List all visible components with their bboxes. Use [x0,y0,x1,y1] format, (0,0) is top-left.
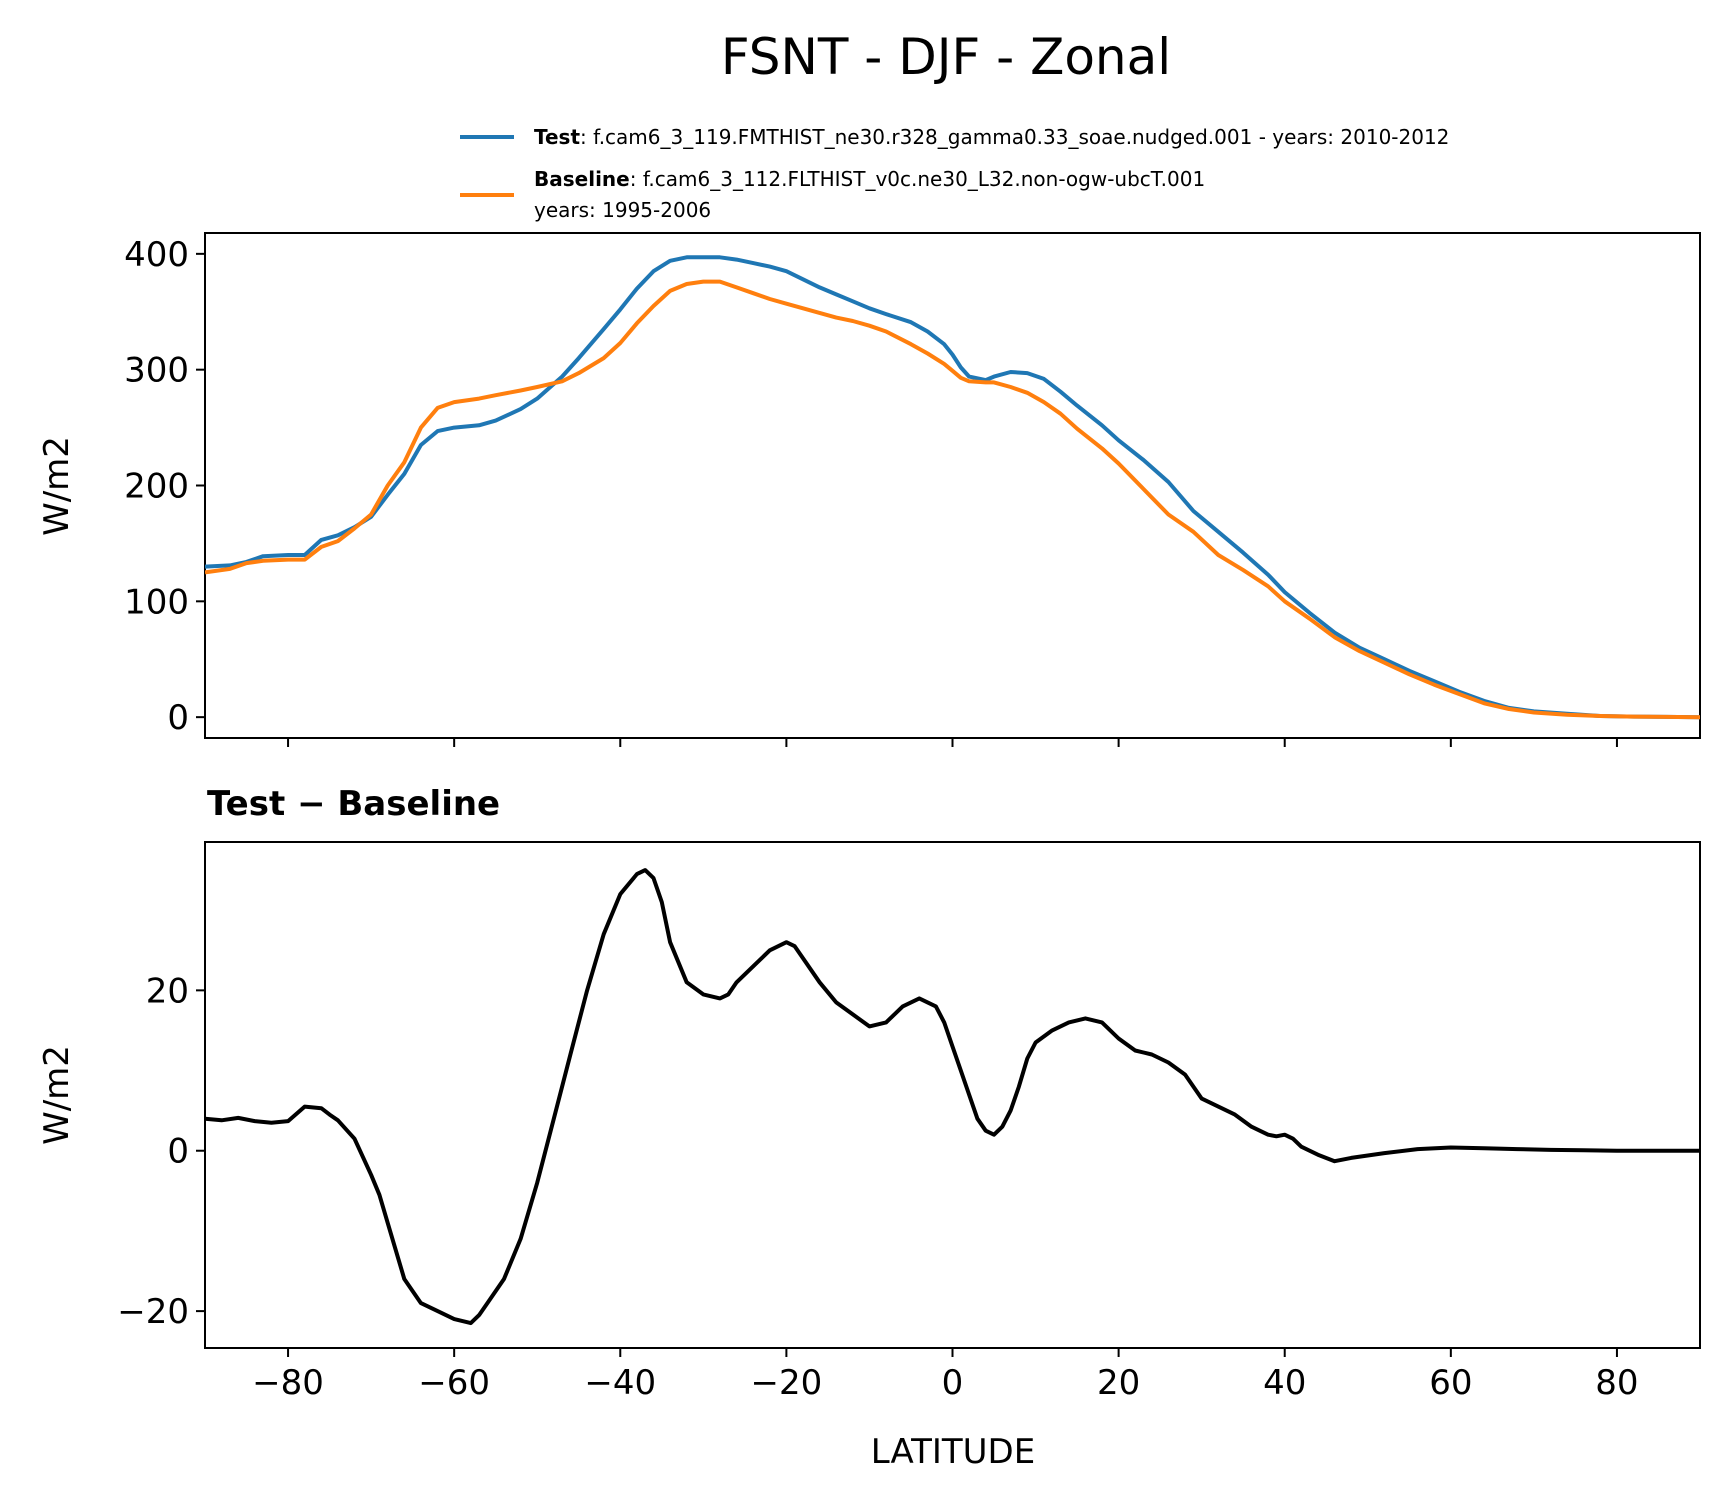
top-y-tick-label: 200 [124,467,189,507]
diff-y-axis: −20 0 20 [117,971,205,1332]
legend-baseline-bold: Baseline [534,167,630,191]
diff-plot-area [204,841,1701,1349]
top-y-tick-label: 400 [124,235,189,275]
diff-x-tick-label: 40 [1263,1363,1306,1403]
diff-x-tick-label: 60 [1429,1363,1472,1403]
diff-x-axis: −80 −60 −40 −20 0 20 40 60 80 [252,1348,1639,1403]
top-y-axis: 0 100 200 300 400 [124,235,205,738]
diff-x-tick-label: −80 [252,1363,324,1403]
diff-x-tick-label: −20 [751,1363,823,1403]
diff-y-tick-label: 0 [167,1132,189,1172]
diff-x-tick-label: −60 [418,1363,490,1403]
diff-series-group [205,868,1700,1326]
diff-series-line-test-baseline [205,868,1700,1326]
top-y-tick-label: 300 [124,351,189,391]
diff-x-tick-label: 80 [1595,1363,1638,1403]
diff-panel: Test − Baseline −20 0 20 −80 −60 −40 −20 0 20 40… [37,784,1701,1472]
legend-baseline-text2: years: 1995-2006 [534,198,711,222]
x-axis-label: LATITUDE [871,1432,1035,1472]
figure-title: FSNT - DJF - Zonal [721,28,1171,86]
top-series-line-test [205,255,1700,720]
top-y-axis-label: W/m2 [37,436,77,536]
svg-text:Baseline: f.cam6_3_112.FLTHIST: Baseline: f.cam6_3_112.FLTHIST_v0c.ne30_… [534,167,1205,191]
diff-x-tick-label: −40 [584,1363,656,1403]
diff-panel-title: Test − Baseline [207,784,500,824]
top-plot-area [204,232,1701,739]
top-series-line-baseline [205,279,1700,720]
diff-y-tick-label: −20 [117,1292,189,1332]
top-panel: 0 100 200 300 400 W/m2 [37,232,1701,747]
diff-y-tick-label: 20 [146,971,189,1011]
diff-y-axis-label: W/m2 [37,1045,77,1145]
top-x-axis [287,738,1618,747]
legend-test-bold: Test [534,125,580,149]
legend: Test: f.cam6_3_119.FMTHIST_ne30.r328_gam… [460,125,1449,222]
top-y-tick-label: 0 [167,698,189,738]
diff-x-tick-label: 20 [1097,1363,1140,1403]
legend-baseline-text: : f.cam6_3_112.FLTHIST_v0c.ne30_L32.non-… [630,167,1205,191]
svg-text:Test: f.cam6_3_119.FMTHIST_ne3: Test: f.cam6_3_119.FMTHIST_ne30.r328_gam… [534,125,1449,149]
top-y-tick-label: 100 [124,582,189,622]
diff-x-tick-label: 0 [942,1363,964,1403]
top-series-group [205,255,1700,720]
legend-test-text: : f.cam6_3_119.FMTHIST_ne30.r328_gamma0.… [580,125,1449,149]
